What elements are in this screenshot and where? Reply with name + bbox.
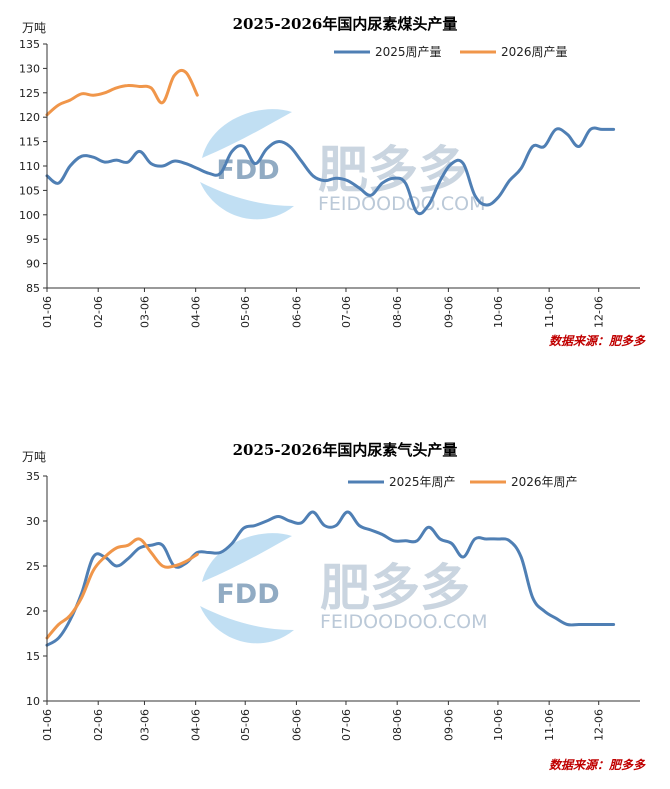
x-tick-label: 12-06 (593, 709, 606, 741)
x-tick-label: 03-06 (138, 709, 151, 741)
watermark-leaf-bottom-icon (200, 606, 294, 644)
watermark-brand-en: FEIDOODOO.COM (320, 611, 488, 633)
y-tick-label: 135 (19, 38, 40, 51)
watermark: FDD 肥多多 FEIDOODOO.COM (200, 533, 488, 644)
x-tick-label: 04-06 (190, 296, 203, 328)
watermark-brand-cn: 肥多多 (318, 141, 468, 199)
y-tick-label: 95 (26, 233, 40, 246)
x-tick-label: 10-06 (492, 709, 505, 741)
x-tick-label: 04-06 (190, 709, 203, 741)
y-axis-unit: 万吨 (22, 450, 46, 464)
x-tick-label: 09-06 (442, 296, 455, 328)
watermark-leaf-top-icon (202, 533, 292, 582)
x-tick-label: 11-06 (543, 296, 556, 328)
chart-title: 2025-2026年国内尿素气头产量 (233, 441, 458, 459)
x-tick-label: 01-06 (41, 296, 54, 328)
y-axis-unit: 万吨 (22, 21, 46, 35)
y-tick-label: 90 (26, 258, 40, 271)
data-source: 数据来源：肥多多 (549, 758, 646, 772)
gas-urea-chart: 2025-2026年国内尿素气头产量 万吨 2025年周产 2026年周产 FD… (22, 441, 646, 772)
x-tick-label: 07-06 (340, 709, 353, 741)
y-tick-label: 130 (19, 62, 40, 75)
x-tick-label: 02-06 (92, 296, 105, 328)
y-tick-label: 120 (19, 111, 40, 124)
x-tick-label: 11-06 (543, 709, 556, 741)
y-tick-label: 85 (26, 282, 40, 295)
watermark-brand-en: FEIDOODOO.COM (318, 193, 486, 215)
y-tick-label: 35 (26, 470, 40, 483)
watermark-leaf-top-icon (202, 109, 292, 158)
x-tick-label: 03-06 (138, 296, 151, 328)
x-tick-label: 10-06 (492, 296, 505, 328)
watermark-brand-cn: 肥多多 (320, 559, 470, 617)
watermark-logo-text: FDD (216, 155, 279, 186)
watermark: FDD 肥多多 FEIDOODOO.COM (200, 109, 486, 220)
y-tick-label: 25 (26, 560, 40, 573)
y-tick-label: 125 (19, 87, 40, 100)
x-tick-label: 06-06 (290, 296, 303, 328)
y-tick-label: 30 (26, 515, 40, 528)
y-tick-label: 20 (26, 605, 40, 618)
series-line-2026 (45, 68, 199, 117)
y-tick-label: 110 (19, 160, 40, 173)
y-tick-label: 15 (26, 650, 40, 663)
legend-label-2026: 2026周产量 (501, 45, 568, 59)
data-source: 数据来源：肥多多 (549, 334, 646, 348)
x-tick-label: 02-06 (92, 709, 105, 741)
x-tick-label: 08-06 (391, 296, 404, 328)
y-tick-label: 10 (26, 695, 40, 708)
watermark-logo-text: FDD (216, 579, 279, 610)
y-tick-label: 100 (19, 209, 40, 222)
watermark-leaf-bottom-icon (200, 182, 294, 220)
chart-title: 2025-2026年国内尿素煤头产量 (233, 15, 458, 33)
x-tick-label: 05-06 (239, 709, 252, 741)
series-line-2025 (45, 126, 616, 216)
x-tick-label: 01-06 (41, 709, 54, 741)
x-tick-label: 08-06 (391, 709, 404, 741)
series-line-2025 (45, 510, 616, 647)
x-tick-label: 09-06 (442, 709, 455, 741)
legend-label-2025: 2025年周产 (389, 475, 456, 489)
x-tick-label: 06-06 (290, 709, 303, 741)
y-tick-label: 105 (19, 184, 40, 197)
x-tick-label: 07-06 (340, 296, 353, 328)
legend: 2025年周产 2026年周产 (348, 475, 578, 489)
coal-urea-chart: 2025-2026年国内尿素煤头产量 万吨 2025周产量 2026周产量 FD… (19, 15, 646, 348)
legend-label-2025: 2025周产量 (375, 45, 442, 59)
y-tick-label: 115 (19, 136, 40, 149)
legend: 2025周产量 2026周产量 (334, 45, 568, 59)
legend-label-2026: 2026年周产 (511, 475, 578, 489)
x-tick-label: 05-06 (239, 296, 252, 328)
x-tick-label: 12-06 (593, 296, 606, 328)
series-line-2026 (45, 537, 199, 640)
